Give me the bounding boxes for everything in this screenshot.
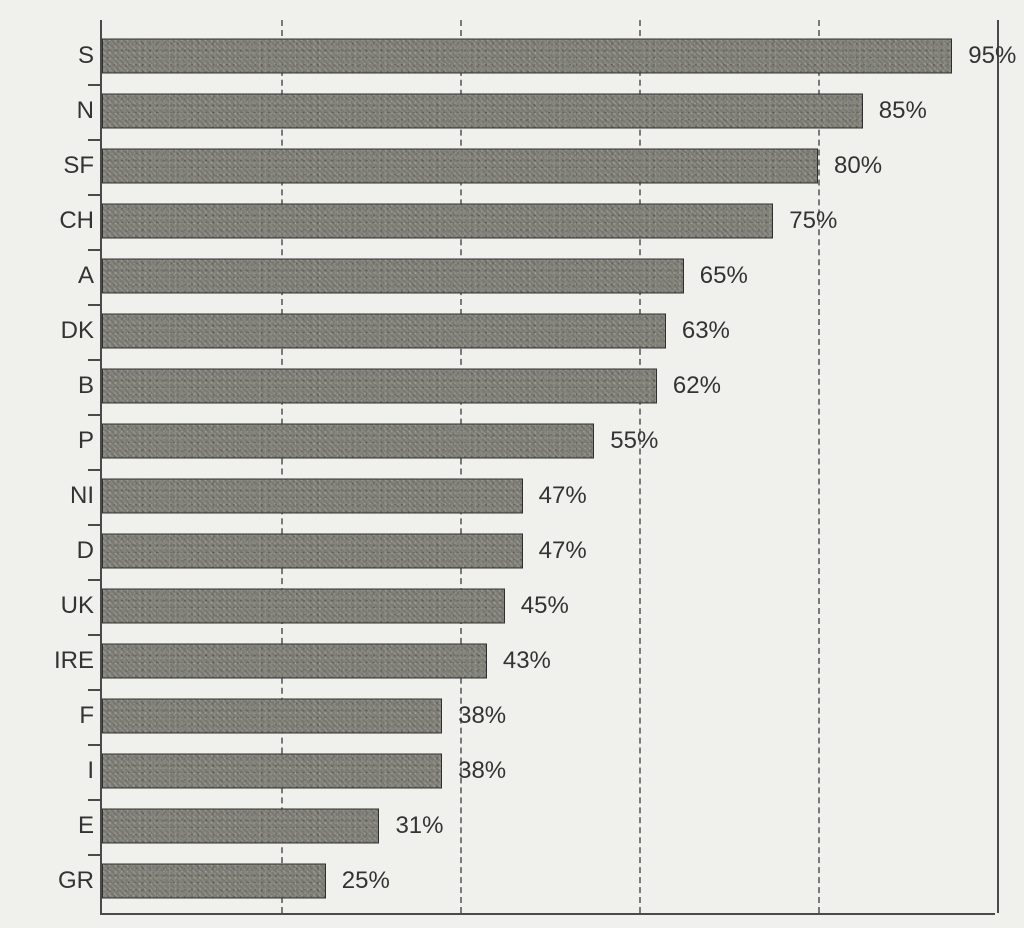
bar [102,39,952,74]
bar-value-label: 47% [539,482,587,510]
bar-value-label: 25% [342,867,390,895]
bar-value-label: 95% [968,42,1016,70]
chart-plot-area: S95%N85%SF80%CH75%A65%DK63%B62%P55%NI47%… [100,20,995,915]
y-axis-tick [88,194,102,196]
bar [102,754,442,789]
bar [102,864,326,899]
y-axis-tick [88,139,102,141]
y-axis-label: DK [61,317,102,345]
y-axis-tick [88,744,102,746]
bar-value-label: 38% [458,702,506,730]
bar-value-label: 85% [879,97,927,125]
y-axis-label: NI [70,482,102,510]
bar-value-label: 47% [539,537,587,565]
bar-value-label: 45% [521,592,569,620]
y-axis-tick [88,84,102,86]
y-axis-label: GR [58,867,102,895]
y-axis-label: P [78,427,102,455]
y-axis-tick [88,524,102,526]
bar-value-label: 31% [395,812,443,840]
bar-value-label: 43% [503,647,551,675]
bar [102,479,523,514]
gridline [818,20,820,913]
bar-value-label: 55% [610,427,658,455]
chart-container: S 95% N 85% SF 80% CH 75% A 65% DK 63% B 62% P 55% NI 47%… [0,0,1024,928]
y-axis-tick [88,414,102,416]
bar-value-label: 62% [673,372,721,400]
y-axis-label: UK [61,592,102,620]
y-axis-label: SF [63,152,102,180]
bar [102,589,505,624]
y-axis-label: D [77,537,102,565]
y-axis-tick [88,799,102,801]
y-axis-tick [88,249,102,251]
y-axis-label: F [79,702,102,730]
bar-value-label: 75% [789,207,837,235]
y-axis-label: B [78,372,102,400]
y-axis-label: E [78,812,102,840]
bar [102,424,594,459]
y-axis-tick [88,854,102,856]
y-axis-label: A [78,262,102,290]
y-axis-tick [88,634,102,636]
bar-value-label: 63% [682,317,730,345]
y-axis-tick [88,359,102,361]
bar [102,809,379,844]
bar [102,369,657,404]
y-axis-tick [88,304,102,306]
bar [102,259,684,294]
bar [102,314,666,349]
y-axis-label: CH [59,207,102,235]
bar [102,94,863,129]
y-axis-label: I [87,757,102,785]
y-axis-tick [88,579,102,581]
bar [102,204,773,239]
bar-value-label: 65% [700,262,748,290]
y-axis-label: N [77,97,102,125]
y-axis-tick [88,469,102,471]
y-axis-label: S [78,42,102,70]
bar-value-label: 38% [458,757,506,785]
bar [102,149,818,184]
plot-right-border [997,20,999,913]
bar [102,699,442,734]
bar [102,534,523,569]
y-axis-tick [88,689,102,691]
bar-value-label: 80% [834,152,882,180]
bar [102,644,487,679]
y-axis-label: IRE [54,647,102,675]
